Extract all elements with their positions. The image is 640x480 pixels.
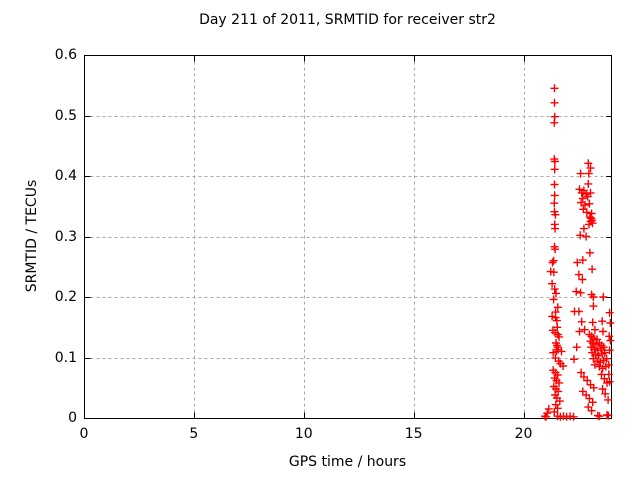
data-points <box>541 84 615 421</box>
x-tick-label: 15 <box>404 426 423 442</box>
y-tick-label: 0 <box>68 410 77 426</box>
x-tick-label: 0 <box>79 426 89 442</box>
x-tick-label: 20 <box>514 426 533 442</box>
y-tick-label: 0.3 <box>54 228 77 245</box>
y-tick-label: 0.6 <box>54 47 77 63</box>
chart-title: Day 211 of 2011, SRMTID for receiver str… <box>199 12 496 28</box>
y-tick-label: 0.5 <box>54 107 77 124</box>
x-axis-label: GPS time / hours <box>288 454 407 470</box>
y-tick-label: 0.1 <box>54 349 77 366</box>
x-tick-label: 10 <box>294 426 313 442</box>
y-tick-label: 0.4 <box>54 168 77 184</box>
y-tick-label: 0.2 <box>54 289 77 305</box>
x-tick-label: 5 <box>189 426 199 442</box>
